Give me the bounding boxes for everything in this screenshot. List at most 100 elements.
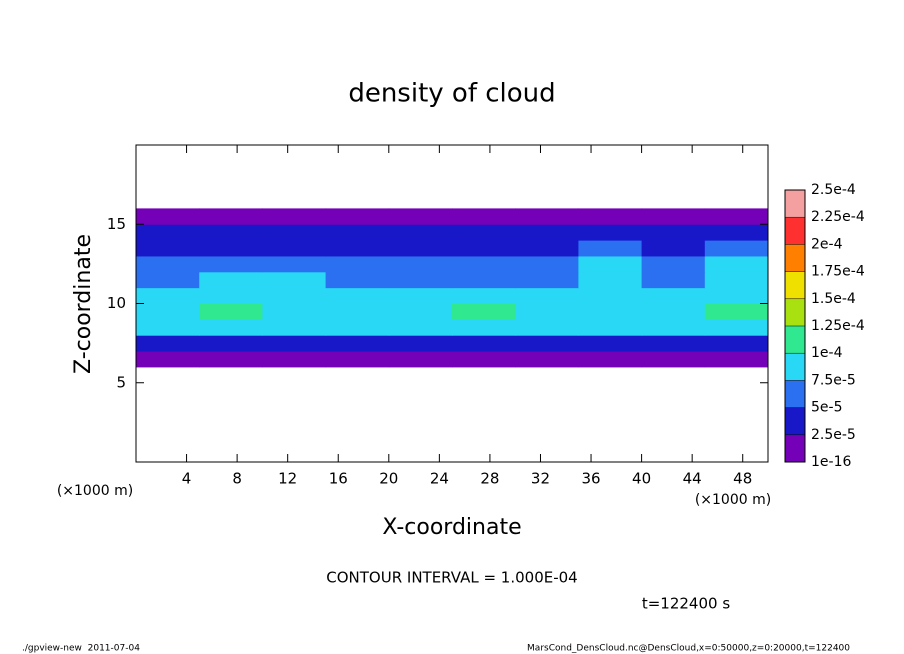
field-cell — [578, 208, 643, 225]
field-cell — [325, 335, 390, 352]
field-cell — [515, 255, 579, 273]
field-cell — [262, 255, 327, 273]
field-cell — [641, 351, 706, 368]
field-cell — [515, 351, 579, 368]
field-cell — [136, 208, 200, 225]
field-cell — [578, 319, 643, 336]
field-cell — [199, 271, 263, 289]
field-cell — [262, 351, 327, 368]
x-tick-label: 36 — [581, 470, 600, 488]
colorbar-label: 1.25e-4 — [811, 318, 865, 334]
footer-left: ./gpview-new 2011-07-04 — [22, 644, 140, 654]
field-cell — [136, 335, 200, 352]
field-cell — [199, 319, 263, 336]
footer-right: MarsCond_DensCloud.nc@DensCloud,x=0:5000… — [527, 644, 850, 654]
x-tick-label: 48 — [733, 470, 752, 488]
field-cell — [578, 335, 643, 352]
colorbar-segment — [785, 244, 805, 272]
field-cell — [515, 319, 579, 336]
field-cell — [262, 303, 327, 320]
x-tick-label: 4 — [182, 470, 192, 488]
field-cell — [641, 303, 706, 320]
field-cell — [578, 224, 643, 241]
field-cell — [136, 240, 200, 257]
field-cell — [515, 287, 579, 304]
field-cell — [515, 335, 579, 352]
x-tick-label: 32 — [531, 470, 550, 488]
field-cell — [578, 351, 643, 368]
field-cell — [388, 208, 453, 225]
field-cell — [641, 240, 706, 257]
field-cell — [641, 271, 706, 289]
field-cell — [325, 303, 390, 320]
colorbar-segment — [785, 190, 805, 218]
field-cell — [325, 271, 390, 289]
field-cell — [641, 224, 706, 241]
field-cell — [452, 208, 516, 225]
field-cell — [452, 287, 516, 304]
field-cell — [641, 319, 706, 336]
x-tick-label: 12 — [278, 470, 297, 488]
field-cell — [388, 240, 453, 257]
field-cell — [388, 351, 453, 368]
chart-title: density of cloud — [348, 79, 555, 109]
y-axis-label: Z-coordinate — [71, 234, 96, 374]
field-cell — [641, 335, 706, 352]
colorbar-segment — [785, 434, 805, 462]
colorbar-segment — [785, 298, 805, 326]
colorbar-label: 1e-4 — [811, 345, 843, 361]
field-cell — [136, 287, 200, 304]
field-cell — [704, 319, 769, 336]
field-cell — [136, 255, 200, 273]
field-cell — [136, 303, 200, 320]
field-cell — [515, 271, 579, 289]
field-cell — [452, 255, 516, 273]
field-cell — [199, 208, 263, 225]
field-cell — [136, 224, 200, 241]
field-cell — [515, 240, 579, 257]
x-tick-label: 8 — [232, 470, 242, 488]
colorbar-segment — [785, 407, 805, 435]
x-tick-label: 24 — [430, 470, 449, 488]
x-tick-label: 40 — [632, 470, 651, 488]
field-cell — [262, 208, 327, 225]
field-cell — [515, 303, 579, 320]
field-cell — [388, 271, 453, 289]
field-cell — [515, 224, 579, 241]
field-cell — [262, 335, 327, 352]
field-cell — [704, 208, 769, 225]
field-cell — [704, 335, 769, 352]
field-cell — [704, 287, 769, 304]
contour-note: CONTOUR INTERVAL = 1.000E-04 — [326, 569, 577, 587]
field-cell — [515, 208, 579, 225]
field-cell — [325, 319, 390, 336]
field-cell — [325, 255, 390, 273]
field-cell — [199, 255, 263, 273]
y-tick-label: 15 — [107, 215, 126, 233]
field-cell — [199, 335, 263, 352]
colorbar-label: 7.5e-5 — [811, 372, 856, 388]
field-cell — [325, 208, 390, 225]
field-cell — [325, 351, 390, 368]
field-cell — [199, 303, 263, 320]
field-cell — [388, 287, 453, 304]
field-cell — [136, 271, 200, 289]
field-cell — [199, 287, 263, 304]
colorbar-label: 1.5e-4 — [811, 291, 856, 307]
field-cell — [136, 351, 200, 368]
field-cell — [388, 255, 453, 273]
y-unit: (×1000 m) — [57, 483, 133, 499]
x-tick-label: 28 — [480, 470, 499, 488]
field-cell — [704, 240, 769, 257]
field-cell — [388, 319, 453, 336]
colorbar-label: 1e-16 — [811, 454, 851, 470]
field-cell — [388, 303, 453, 320]
field-cell — [641, 287, 706, 304]
field-cell — [704, 224, 769, 241]
field-cell — [325, 287, 390, 304]
colorbar-label: 2e-4 — [811, 236, 843, 252]
field-cell — [325, 240, 390, 257]
y-tick-label: 5 — [116, 373, 126, 391]
colorbar-segment — [785, 271, 805, 299]
